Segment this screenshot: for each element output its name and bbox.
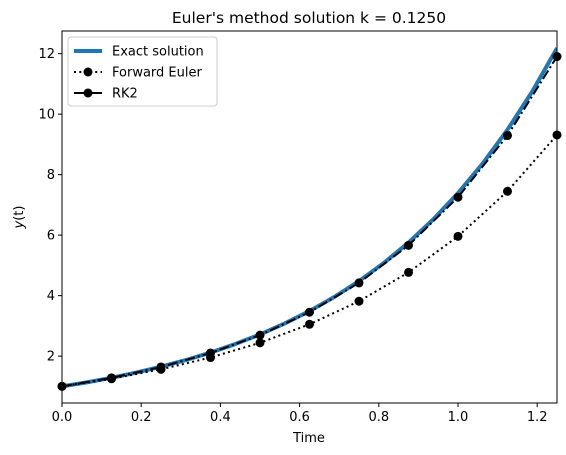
y-tick-label: 10 xyxy=(38,108,55,123)
data-point-rk2 xyxy=(255,330,265,340)
x-tick-label: 1.0 xyxy=(448,410,469,425)
y-axis-label-arg: (t) xyxy=(12,206,27,221)
data-point-forward-euler xyxy=(255,338,265,348)
y-tick-label: 6 xyxy=(47,229,55,244)
x-tick-label: 1.2 xyxy=(527,410,548,425)
x-axis: 0.0 0.2 0.4 0.6 0.8 1.0 1.2 xyxy=(52,403,548,425)
data-point-forward-euler xyxy=(503,186,512,196)
legend-label-rk2: RK2 xyxy=(112,87,138,102)
data-point-forward-euler xyxy=(305,319,314,329)
legend-box xyxy=(67,36,218,107)
plot-frame xyxy=(61,30,558,404)
data-point-rk2 xyxy=(107,373,116,383)
legend-marker-rk2 xyxy=(83,88,93,98)
data-point-rk2 xyxy=(453,192,463,202)
chart-title: Euler's method solution k = 0.1250 xyxy=(172,9,446,27)
data-point-forward-euler xyxy=(453,231,463,241)
legend: Exact solution Forward Euler RK2 xyxy=(67,36,218,107)
x-tick-label: 0.2 xyxy=(131,410,152,425)
legend-label-forward-euler: Forward Euler xyxy=(112,66,202,81)
y-axis: 2 4 6 8 10 12 xyxy=(38,47,62,365)
y-axis-label: y(t) xyxy=(12,206,27,230)
x-tick-label: 0.4 xyxy=(210,410,231,425)
x-tick-label: 0.0 xyxy=(52,410,73,425)
series-line-forward-euler xyxy=(62,134,557,388)
legend-marker-forward-euler xyxy=(83,67,93,77)
y-axis-label-var: y xyxy=(12,220,27,229)
y-tick-label: 4 xyxy=(47,289,55,304)
x-tick-label: 0.8 xyxy=(368,410,389,425)
x-axis-label: Time xyxy=(292,431,325,446)
data-point-rk2 xyxy=(503,131,512,141)
data-point-forward-euler xyxy=(354,296,364,306)
data-point-forward-euler xyxy=(404,267,413,277)
x-tick-label: 0.6 xyxy=(289,410,310,425)
data-point-rk2 xyxy=(354,278,364,288)
data-point-rk2 xyxy=(156,362,166,372)
data-point-rk2 xyxy=(305,307,314,317)
y-tick-label: 12 xyxy=(38,47,55,62)
data-point-rk2 xyxy=(206,348,215,358)
legend-label-exact-solution: Exact solution xyxy=(112,45,204,60)
data-point-rk2 xyxy=(404,240,413,250)
y-tick-label: 8 xyxy=(47,168,55,183)
y-tick-label: 2 xyxy=(47,350,55,365)
plot-marker-layer xyxy=(57,52,562,391)
